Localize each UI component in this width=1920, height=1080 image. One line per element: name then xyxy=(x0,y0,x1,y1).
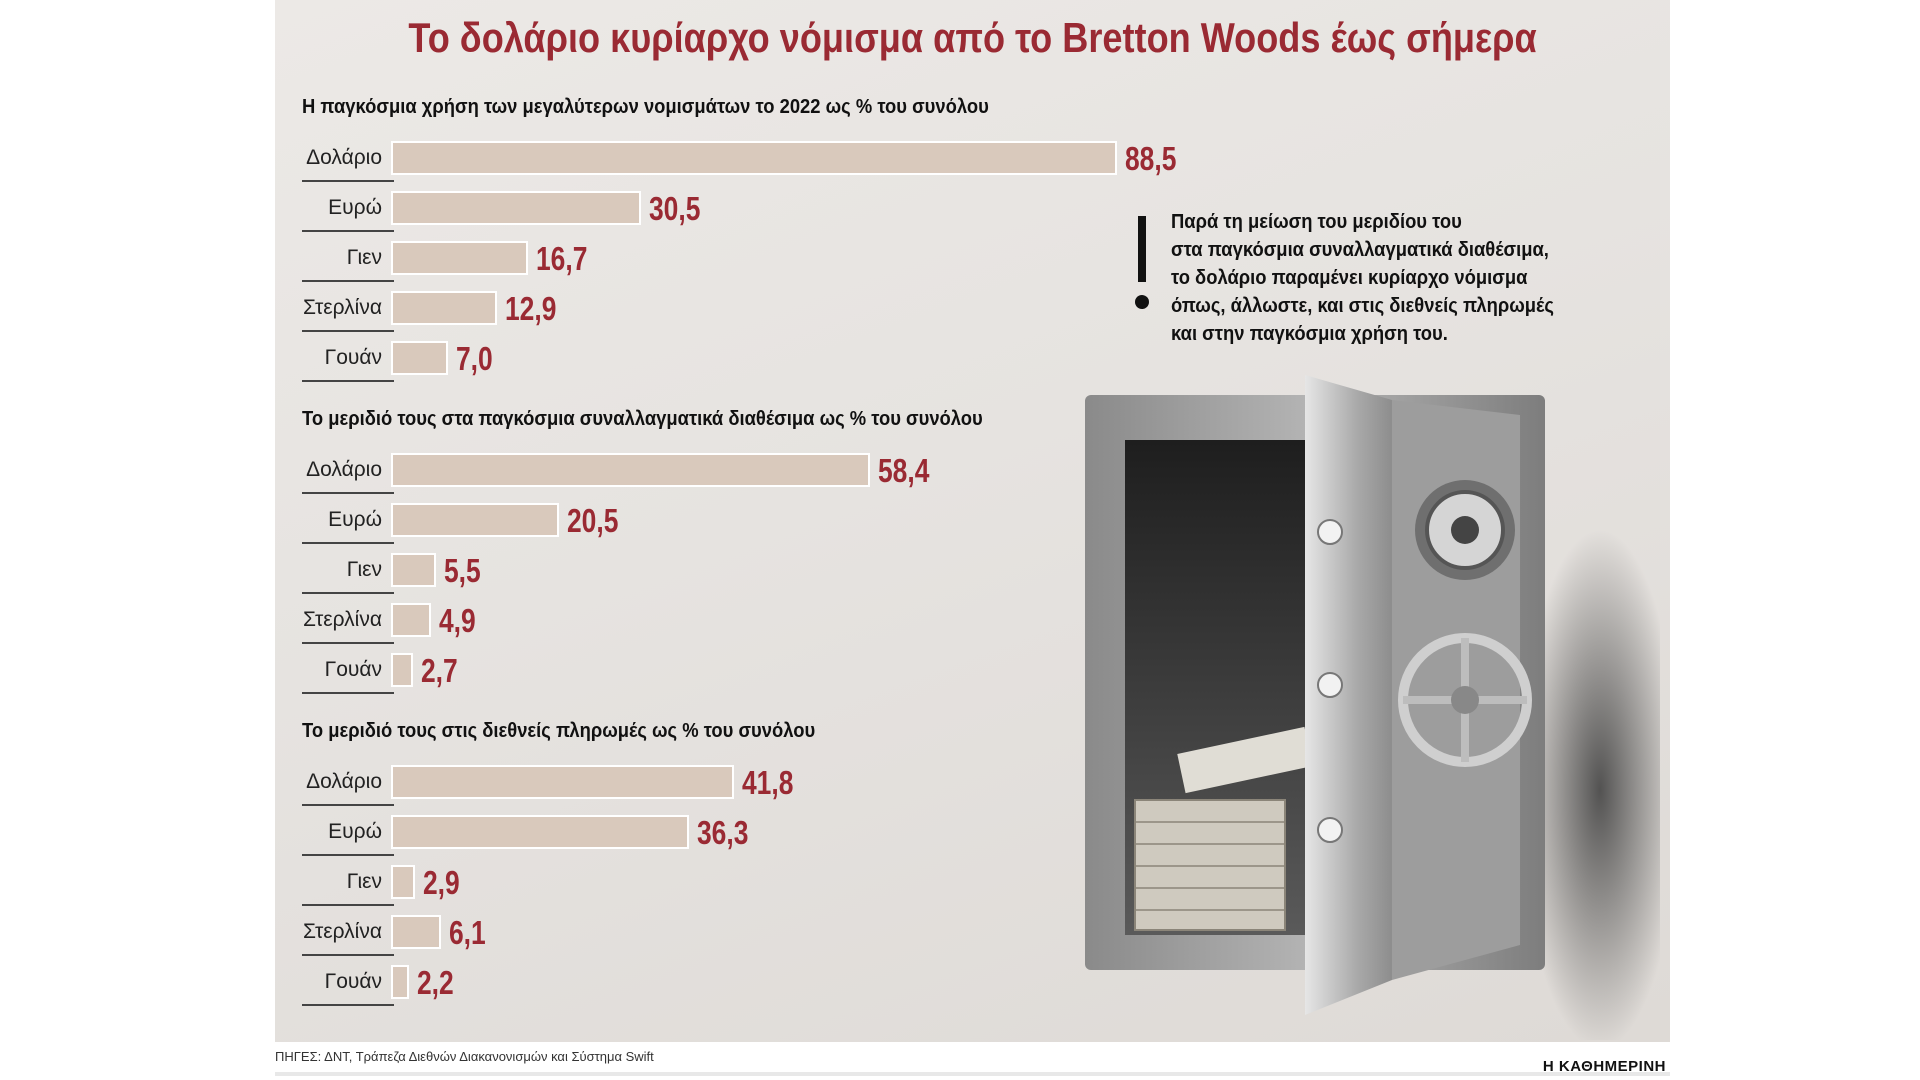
chart-title: Το μεριδιό τους στις διεθνείς πληρωμές ω… xyxy=(302,720,816,742)
value-label: 88,5 xyxy=(1124,140,1177,177)
bar-row: Στερλίνα 12,9 xyxy=(275,286,1275,336)
open-safe-illustration xyxy=(1085,375,1660,1040)
value-label: 5,5 xyxy=(444,552,481,589)
bar xyxy=(391,191,642,225)
category-label: Γουάν xyxy=(324,346,382,369)
row-divider xyxy=(302,904,394,906)
bar xyxy=(391,653,414,687)
category-label: Γιεν xyxy=(346,558,382,581)
bar-row: Γιεν 2,9 xyxy=(275,860,1275,910)
bar xyxy=(391,965,410,999)
bar xyxy=(391,915,442,949)
bar xyxy=(391,603,432,637)
value-label: 12,9 xyxy=(504,290,557,327)
value-label: 2,2 xyxy=(417,964,454,1001)
row-divider xyxy=(302,230,394,232)
category-label: Γουάν xyxy=(324,970,382,993)
combination-dial xyxy=(1415,480,1515,580)
category-label: Στερλίνα xyxy=(303,296,382,319)
publisher-logo: Η ΚΑΘΗΜΕΡΙΝΗ xyxy=(1542,1058,1666,1075)
category-label: Στερλίνα xyxy=(303,608,382,631)
row-divider xyxy=(302,180,394,182)
chart-title: Το μεριδιό τους στα παγκόσμια συναλλαγμα… xyxy=(302,408,983,430)
bar-row: Γιεν 5,5 xyxy=(275,548,1275,598)
category-label: Γουάν xyxy=(324,658,382,681)
bar-row: Γιεν 16,7 xyxy=(275,236,1275,286)
value-label: 36,3 xyxy=(696,814,749,851)
bar xyxy=(391,815,689,849)
bar-row: Ευρώ 30,5 xyxy=(275,186,1275,236)
bar xyxy=(391,553,437,587)
category-label: Ευρώ xyxy=(328,196,382,219)
row-divider xyxy=(302,592,394,594)
value-label: 7,0 xyxy=(456,340,494,377)
bar-row: Γουάν 2,2 xyxy=(275,960,1275,1010)
bar xyxy=(391,865,415,899)
bar xyxy=(391,503,560,537)
bar xyxy=(391,341,449,375)
note-text: Παρά τη μείωση του μεριδίου του στα παγκ… xyxy=(1171,211,1554,345)
bar xyxy=(391,141,1117,175)
row-divider xyxy=(302,854,394,856)
chart-title: Η παγκόσμια χρήση των μεγαλύτερων νομισμ… xyxy=(302,96,989,118)
row-divider xyxy=(302,330,394,332)
value-label: 41,8 xyxy=(741,764,794,801)
bar-row: Δολάριο 88,5 xyxy=(275,136,1275,186)
category-label: Δολάριο xyxy=(306,146,382,169)
exclamation-icon xyxy=(1135,216,1149,309)
row-divider xyxy=(302,280,394,282)
category-label: Δολάριο xyxy=(306,458,382,481)
bar-row: Ευρώ 36,3 xyxy=(275,810,1275,860)
bar-row: Γουάν 2,7 xyxy=(275,648,1275,698)
row-divider xyxy=(302,642,394,644)
bar xyxy=(391,453,870,487)
bar-row: Γουάν 7,0 xyxy=(275,336,1275,386)
bar-row: Στερλίνα 4,9 xyxy=(275,598,1275,648)
category-label: Ευρώ xyxy=(328,508,382,531)
bar-row: Δολάριο 58,4 xyxy=(275,448,1275,498)
handle-wheel xyxy=(1398,633,1532,767)
category-label: Γιεν xyxy=(346,870,382,893)
row-divider xyxy=(302,542,394,544)
row-divider xyxy=(302,380,394,382)
value-label: 6,1 xyxy=(449,914,486,951)
category-label: Στερλίνα xyxy=(303,920,382,943)
bar-row: Δολάριο 41,8 xyxy=(275,760,1275,810)
row-divider xyxy=(302,492,394,494)
bar xyxy=(391,241,528,275)
footer-divider xyxy=(275,1072,1670,1076)
value-label: 16,7 xyxy=(535,240,588,277)
bar-row: Ευρώ 20,5 xyxy=(275,498,1275,548)
category-label: Ευρώ xyxy=(328,820,382,843)
row-divider xyxy=(302,804,394,806)
value-label: 2,7 xyxy=(421,652,458,689)
row-divider xyxy=(302,1004,394,1006)
row-divider xyxy=(302,954,394,956)
page-title: Το δολάριο κυρίαρχο νόμισμα από το Brett… xyxy=(408,14,1537,61)
value-label: 4,9 xyxy=(439,602,476,639)
category-label: Γιεν xyxy=(346,246,382,269)
row-divider xyxy=(302,692,394,694)
bar xyxy=(391,765,734,799)
category-label: Δολάριο xyxy=(306,770,382,793)
value-label: 30,5 xyxy=(649,190,701,227)
value-label: 20,5 xyxy=(567,502,619,539)
bar xyxy=(391,291,497,325)
cash-stack xyxy=(1134,726,1313,931)
value-label: 2,9 xyxy=(422,864,460,901)
source-note: ΠΗΓΕΣ: ΔΝΤ, Τράπεζα Διεθνών Διακανονισμώ… xyxy=(275,1049,654,1064)
infographic-panel: Το δολάριο κυρίαρχο νόμισμα από το Brett… xyxy=(275,0,1670,1042)
value-label: 58,4 xyxy=(877,452,930,489)
bar-row: Στερλίνα 6,1 xyxy=(275,910,1275,960)
